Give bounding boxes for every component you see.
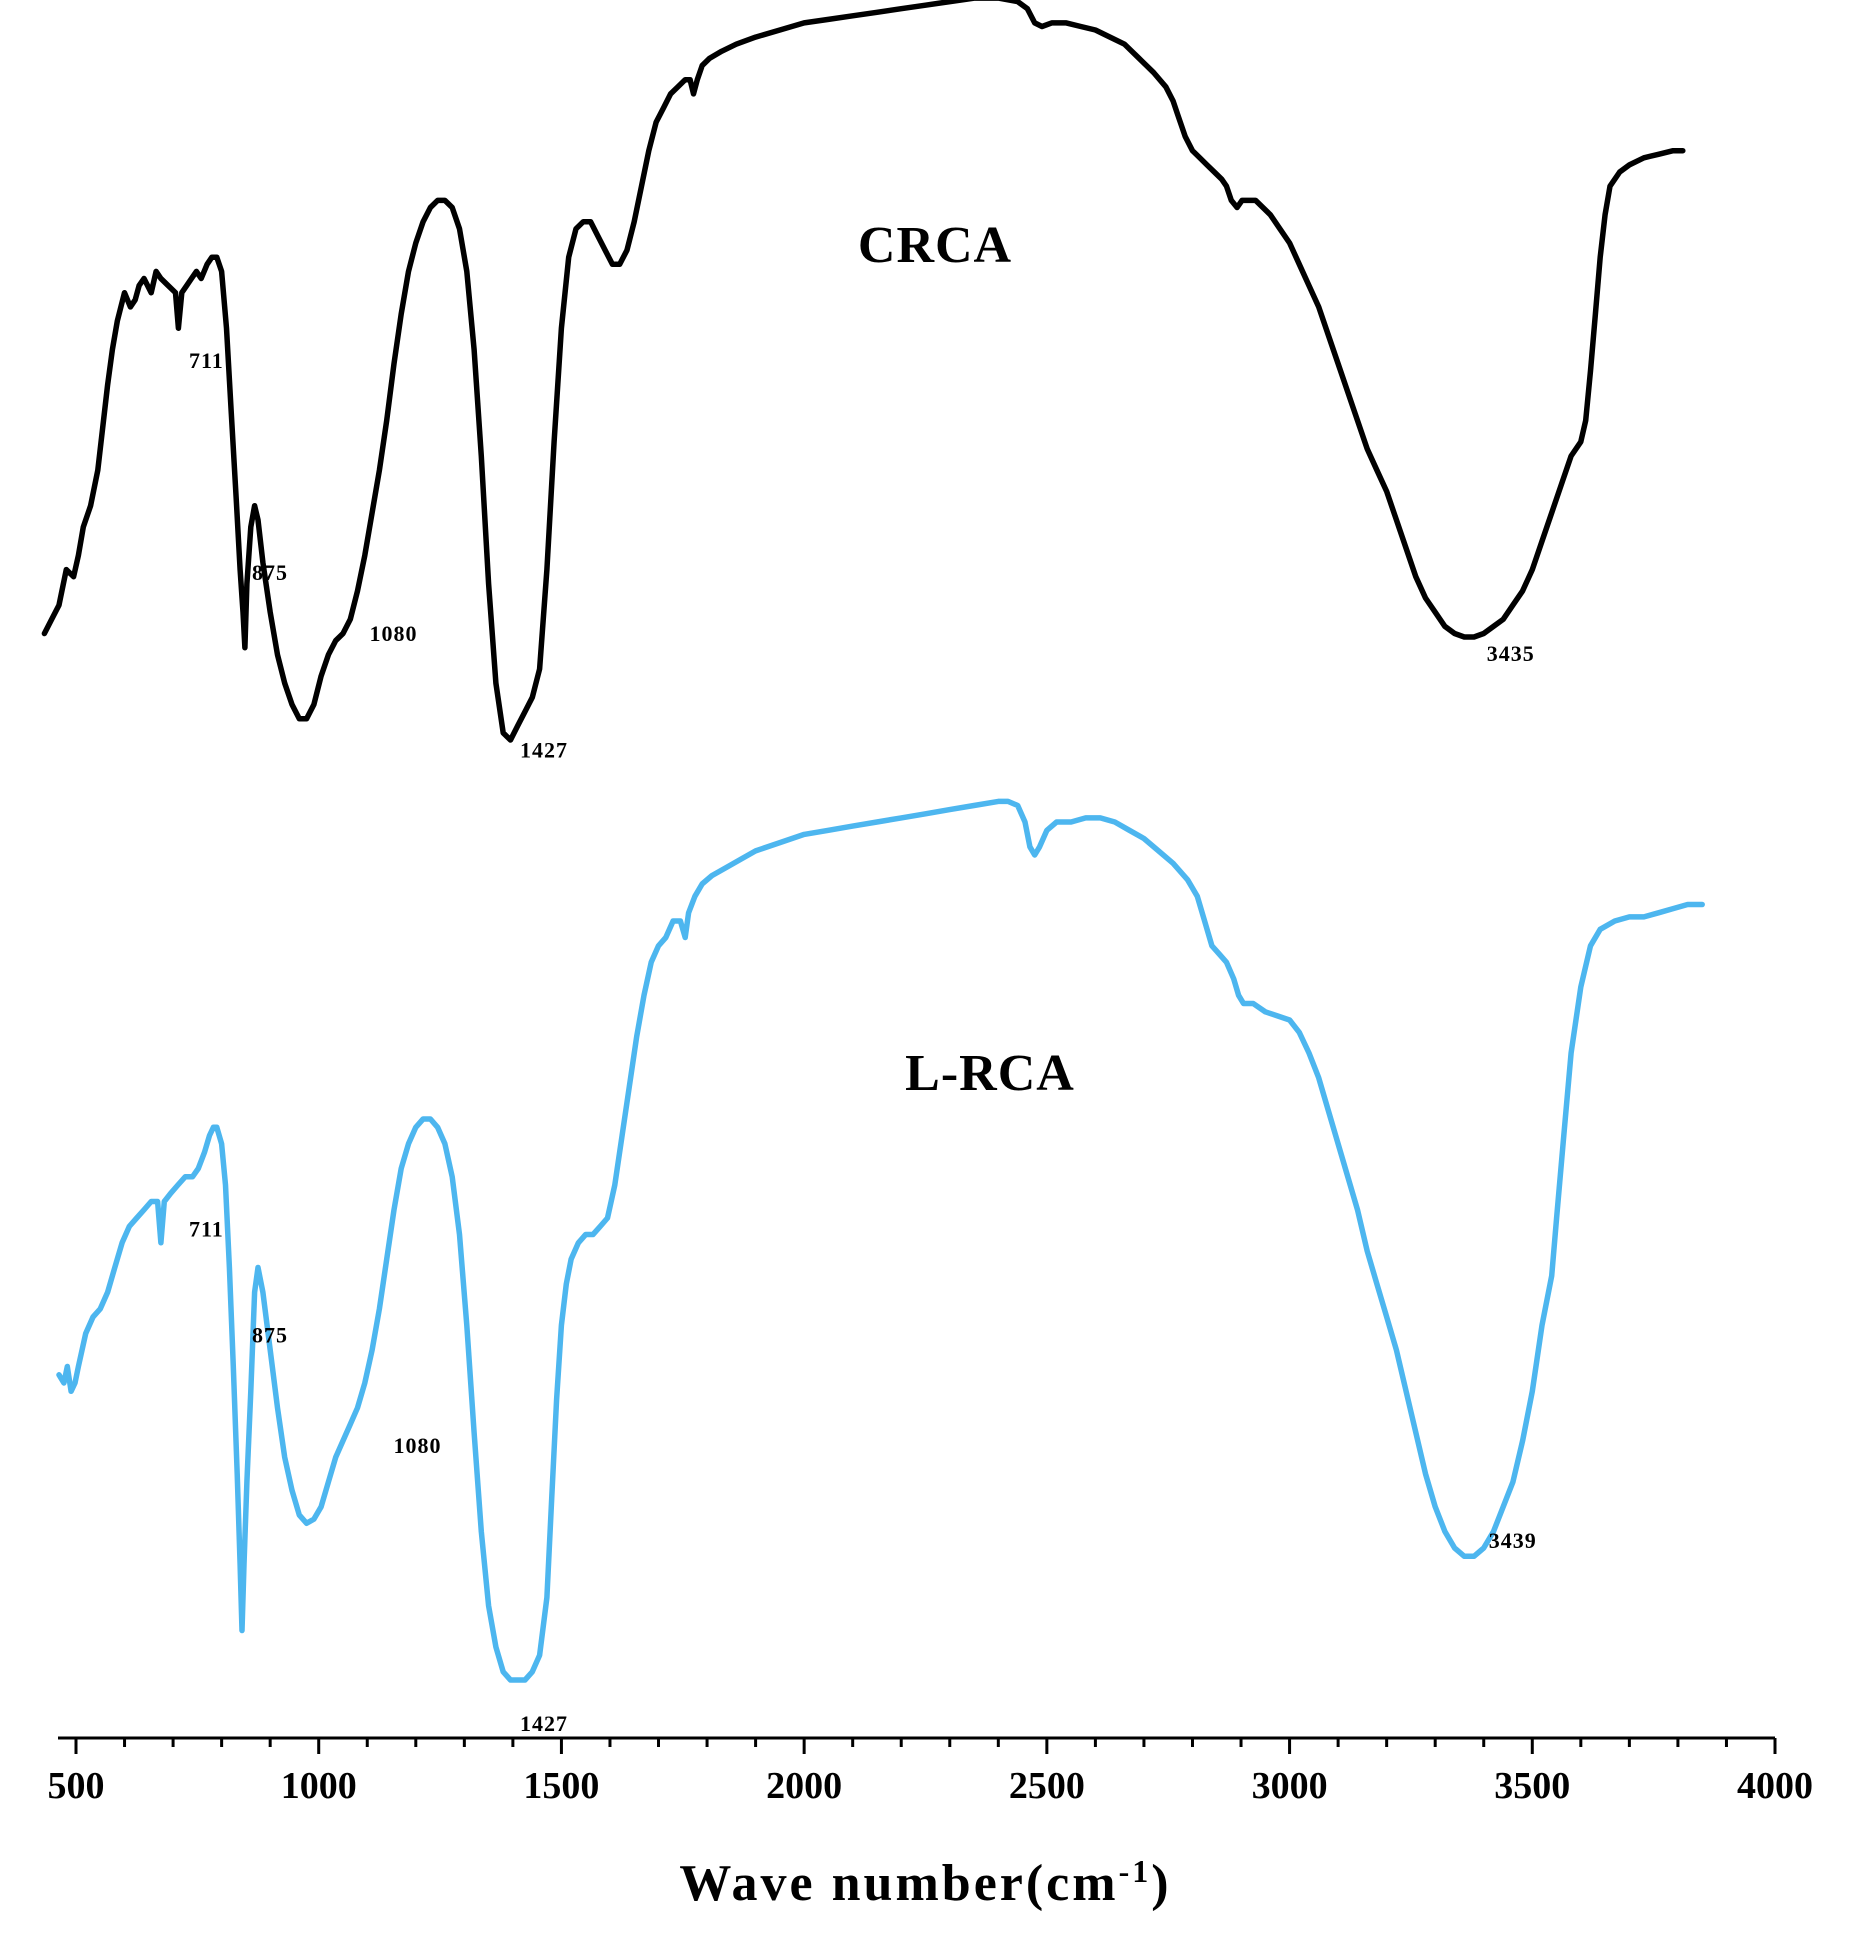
spectra-group <box>41 0 1705 1683</box>
peak-labels-group: 711 875 1080 1427 3435 711 875 1080 1427 3439 <box>189 348 1537 1736</box>
peak-label-l-rca-875: 875 <box>252 1323 288 1348</box>
x-tick-label-1000: 1000 <box>281 1765 357 1807</box>
x-axis-ticks <box>74 1738 1777 1754</box>
x-tick-label-1500: 1500 <box>523 1765 599 1807</box>
peak-label-crca-711: 711 <box>189 348 224 373</box>
x-tick-label-2500: 2500 <box>1009 1765 1085 1807</box>
x-axis-title-superscript: -1 <box>1119 1853 1152 1889</box>
peak-label-crca-1427: 1427 <box>520 738 568 763</box>
x-tick-label-3000: 3000 <box>1252 1765 1328 1807</box>
series-labels-group: CRCA L-RCA <box>858 217 1075 1102</box>
x-axis-title: Wave number(cm-1) <box>679 1853 1171 1912</box>
x-axis-tick-labels: 500 1000 1500 2000 2500 3000 3500 4000 <box>48 1765 1814 1807</box>
x-tick-label-4000: 4000 <box>1737 1765 1813 1807</box>
x-tick-label-2000: 2000 <box>766 1765 842 1807</box>
peak-label-l-rca-1080: 1080 <box>394 1433 442 1458</box>
x-tick-label-3500: 3500 <box>1494 1765 1570 1807</box>
x-axis-title-text: Wave number(cm <box>679 1855 1118 1912</box>
x-tick-label-500: 500 <box>48 1765 105 1807</box>
x-axis-title-close: ) <box>1151 1855 1171 1912</box>
peak-label-l-rca-1427: 1427 <box>520 1711 568 1736</box>
peak-label-l-rca-711: 711 <box>189 1217 224 1242</box>
peak-label-crca-875: 875 <box>252 560 288 585</box>
series-label-crca: CRCA <box>858 217 1012 274</box>
peak-label-crca-1080: 1080 <box>370 621 418 646</box>
peak-label-crca-3435: 3435 <box>1487 641 1535 666</box>
spectrum-line-crca <box>41 0 1686 743</box>
x-axis: 500 1000 1500 2000 2500 3000 3500 4000 <box>48 1736 1814 1807</box>
series-label-l-rca: L-RCA <box>905 1045 1075 1102</box>
spectrum-line-l-rca <box>56 798 1705 1683</box>
peak-label-l-rca-3439: 3439 <box>1489 1528 1537 1553</box>
